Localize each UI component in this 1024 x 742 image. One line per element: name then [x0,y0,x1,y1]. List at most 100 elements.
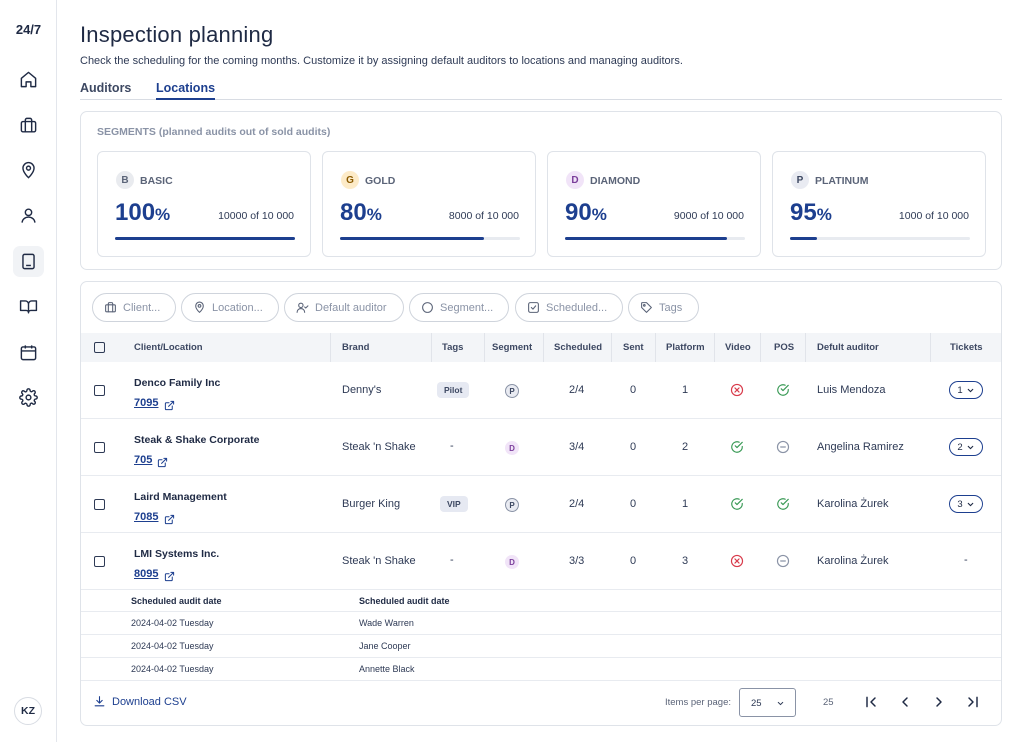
chevron-down-icon [967,445,973,449]
briefcase-icon [105,302,116,313]
segment-badge: D [566,171,584,189]
nav-home[interactable] [13,64,44,95]
row-checkbox[interactable] [94,385,105,396]
tags-empty: - [450,554,454,566]
nav-clients[interactable] [13,110,44,141]
download-csv-button[interactable]: Download CSV [93,695,187,708]
col-video[interactable]: Video [725,342,751,353]
col-divider [431,333,432,362]
col-brand[interactable]: Brand [342,342,370,353]
external-link-icon[interactable] [164,514,175,525]
x-circle-icon [730,383,744,397]
nav-inspection-planning[interactable] [13,246,44,277]
filter-default-auditor[interactable]: Default auditor [284,293,404,322]
select-all-checkbox[interactable] [94,342,105,353]
previous-page-icon[interactable] [897,694,913,710]
segment-percent-unit: % [155,205,171,224]
check-circle-icon [777,498,789,510]
nav-users[interactable] [13,200,44,231]
col-pos[interactable]: POS [774,342,795,353]
default-auditor: Karolina Żurek [817,555,889,567]
app-logo[interactable]: 24/7 [15,22,42,37]
table-row[interactable]: Steak & Shake Corporate 705 Steak 'n Shake… [81,419,1001,476]
external-link[interactable] [157,455,168,468]
segment-percent: 90% [565,199,607,227]
col-divider [543,333,544,362]
filter-tags[interactable]: Tags [628,293,699,322]
default-auditor: Karolina Żurek [817,498,889,510]
audit-date: 2024-04-02 Tuesday [131,618,214,628]
scheduled-count: 2/4 [569,384,585,396]
table-row[interactable]: Denco Family Inc 7095 Denny's Pilot P 2/4 0 1 Lu… [81,362,1001,419]
chevron-down-icon [967,502,973,506]
filter-scheduled[interactable]: Scheduled... [515,293,623,322]
col-client-location[interactable]: Client/Location [134,342,203,353]
external-link[interactable] [164,569,175,582]
tag-badge: Pilot [437,382,470,398]
location-id-link[interactable]: 705 [134,454,153,466]
external-link-icon[interactable] [157,457,168,468]
nav-guides[interactable] [13,291,44,322]
circle-icon [422,302,433,313]
next-page-icon[interactable] [931,694,947,710]
tickets-dropdown[interactable]: 2 [949,438,983,456]
filter-client[interactable]: Client... [92,293,176,322]
expanded-col-auditor: Scheduled audit date [359,596,450,606]
location-id-link[interactable]: 7095 [134,397,159,409]
segment-badge: G [341,171,359,189]
nav-calendar[interactable] [13,337,44,368]
checkbox-icon [528,302,539,313]
page-title: Inspection planning [80,22,274,47]
scheduled-count: 2/4 [569,498,585,510]
user-avatar[interactable]: KZ [14,697,42,725]
col-divider [714,333,715,362]
nav-locations[interactable] [13,155,44,186]
nav-settings[interactable] [13,382,44,413]
tab-auditors[interactable]: Auditors [80,81,132,95]
external-link-icon[interactable] [164,571,175,582]
location-id-link[interactable]: 7085 [134,511,159,523]
first-page-icon[interactable] [863,694,879,710]
filter-segment[interactable]: Segment... [409,293,509,322]
tickets-count: 3 [957,498,963,510]
platform-count: 1 [682,384,689,396]
col-tickets[interactable]: Tickets [950,342,983,353]
scheduled-count: 3/3 [569,555,585,567]
table-row[interactable]: Laird Management 7085 Burger King VIP P 2/4 0 1… [81,476,1001,533]
chevron-down-icon [967,388,973,392]
segment-card-basic: B BASIC 100% 10000 of 10 000 [97,151,311,257]
row-checkbox[interactable] [94,442,105,453]
filter-location[interactable]: Location... [181,293,279,322]
col-platform[interactable]: Platform [666,342,705,353]
tickets-empty: - [964,554,968,566]
minus-circle-icon [776,554,790,568]
col-scheduled[interactable]: Scheduled [554,342,603,353]
sent-count: 0 [630,498,637,510]
last-page-icon[interactable] [965,694,981,710]
filter-label: Default auditor [315,301,387,314]
total-items: 25 [823,697,834,708]
col-tags[interactable]: Tags [442,342,464,353]
tab-locations[interactable]: Locations [156,81,216,100]
row-checkbox[interactable] [94,556,105,567]
segments-title: SEGMENTS (planned audits out of sold aud… [97,126,331,138]
external-link[interactable] [164,512,175,525]
default-auditor: Angelina Ramirez [817,441,904,453]
page-description: Check the scheduling for the coming mont… [80,55,683,67]
row-checkbox[interactable] [94,499,105,510]
col-segment[interactable]: Segment [492,342,533,353]
col-sent[interactable]: Sent [623,342,644,353]
tickets-dropdown[interactable]: 3 [949,495,983,513]
table-footer: Download CSV Items per page: 25 25 [81,680,1001,725]
table-row[interactable]: LMI Systems Inc. 8095 Steak 'n Shake - D 3/3 0… [81,533,1001,590]
external-link-icon[interactable] [164,400,175,411]
col-default-auditor[interactable]: Defult auditor [817,342,879,353]
tickets-dropdown[interactable]: 1 [949,381,983,399]
col-divider [760,333,761,362]
expanded-row: 2024-04-02 Tuesday Wade Warren [81,612,1001,635]
scheduled-count: 3/4 [569,441,585,453]
items-per-page-select[interactable]: 25 [739,688,796,717]
external-link[interactable] [164,398,175,411]
location-id-link[interactable]: 8095 [134,568,159,580]
tablet-icon [22,253,35,270]
